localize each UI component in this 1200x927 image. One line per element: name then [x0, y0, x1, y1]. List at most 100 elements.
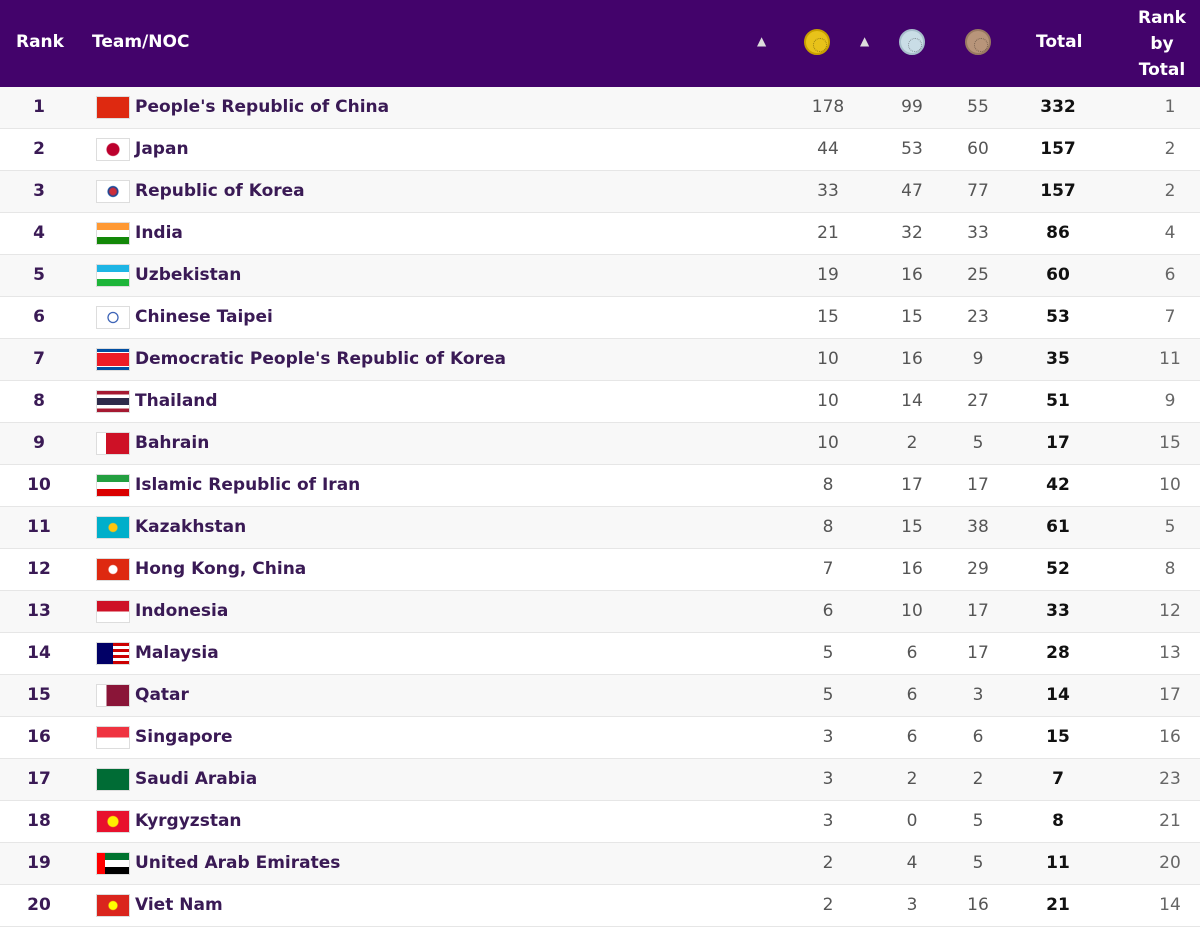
team-name[interactable]: Singapore [135, 727, 233, 747]
gold-count: 8 [822, 475, 834, 495]
bronze-count: 60 [967, 139, 989, 159]
rank-by-total: 10 [1159, 475, 1181, 495]
team-name[interactable]: Kazakhstan [135, 517, 247, 537]
flag-icon [96, 390, 130, 413]
header-team[interactable]: Team/NOC [92, 32, 190, 52]
team-name[interactable]: Chinese Taipei [135, 307, 273, 327]
table-row[interactable]: 11 Kazakhstan 8 15 38 61 5 [0, 507, 1200, 549]
team-name[interactable]: Republic of Korea [135, 181, 305, 201]
table-row[interactable]: 7 Democratic People's Republic of Korea 10… [0, 339, 1200, 381]
table-row[interactable]: 6 Chinese Taipei 15 15 23 53 7 [0, 297, 1200, 339]
sort-gold-icon[interactable]: ▲︎ [757, 34, 767, 48]
flag-icon [96, 264, 130, 287]
table-row[interactable]: 2 Japan 44 53 60 157 2 [0, 129, 1200, 171]
bronze-medal-icon[interactable] [965, 29, 991, 55]
team-name[interactable]: India [135, 223, 183, 243]
table-row[interactable]: 15 Qatar 5 6 3 14 17 [0, 675, 1200, 717]
bronze-count: 17 [967, 475, 989, 495]
rank-by-total: 17 [1159, 685, 1181, 705]
team-name[interactable]: Hong Kong, China [135, 559, 307, 579]
silver-count: 6 [906, 685, 918, 705]
total-count: 86 [1046, 223, 1070, 243]
team-name[interactable]: Uzbekistan [135, 265, 242, 285]
table-row[interactable]: 4 India 21 32 33 86 4 [0, 213, 1200, 255]
total-count: 61 [1046, 517, 1070, 537]
team-name[interactable]: United Arab Emirates [135, 853, 341, 873]
header-rank-by-total[interactable]: Rank by Total [1138, 5, 1186, 83]
total-count: 28 [1046, 643, 1070, 663]
team-name[interactable]: Kyrgyzstan [135, 811, 242, 831]
silver-medal-icon[interactable] [899, 29, 925, 55]
table-row[interactable]: 5 Uzbekistan 19 16 25 60 6 [0, 255, 1200, 297]
flag-icon [96, 432, 130, 455]
total-count: 11 [1046, 853, 1070, 873]
rank-by-total: 13 [1159, 643, 1181, 663]
silver-count: 16 [901, 265, 923, 285]
flag-icon [96, 180, 130, 203]
rank-by-total: 14 [1159, 895, 1181, 915]
gold-count: 10 [817, 433, 839, 453]
table-row[interactable]: 18 Kyrgyzstan 3 0 5 8 21 [0, 801, 1200, 843]
header-rbt-line: Rank [1138, 8, 1186, 28]
rank-cell: 19 [27, 853, 51, 873]
team-name[interactable]: Indonesia [135, 601, 229, 621]
rank-by-total: 16 [1159, 727, 1181, 747]
rank-cell: 1 [33, 97, 45, 117]
flag-icon [96, 474, 130, 497]
team-name[interactable]: Islamic Republic of Iran [135, 475, 361, 495]
rank-cell: 5 [33, 265, 45, 285]
rank-cell: 4 [33, 223, 45, 243]
gold-medal-icon[interactable] [804, 29, 830, 55]
rank-cell: 8 [33, 391, 45, 411]
silver-count: 14 [901, 391, 923, 411]
total-count: 157 [1040, 139, 1076, 159]
flag-icon [96, 558, 130, 581]
team-name[interactable]: Bahrain [135, 433, 210, 453]
rank-by-total: 7 [1164, 307, 1176, 327]
bronze-count: 9 [972, 349, 984, 369]
bronze-count: 17 [967, 643, 989, 663]
table-row[interactable]: 9 Bahrain 10 2 5 17 15 [0, 423, 1200, 465]
silver-count: 16 [901, 559, 923, 579]
team-name[interactable]: Japan [135, 139, 189, 159]
silver-count: 32 [901, 223, 923, 243]
gold-count: 44 [817, 139, 839, 159]
silver-count: 2 [906, 769, 918, 789]
table-row[interactable]: 19 United Arab Emirates 2 4 5 11 20 [0, 843, 1200, 885]
table-row[interactable]: 20 Viet Nam 2 3 16 21 14 [0, 885, 1200, 927]
rank-cell: 18 [27, 811, 51, 831]
rank-cell: 14 [27, 643, 51, 663]
team-name[interactable]: Thailand [135, 391, 218, 411]
bronze-count: 16 [967, 895, 989, 915]
total-count: 35 [1046, 349, 1070, 369]
team-name[interactable]: Saudi Arabia [135, 769, 258, 789]
rank-by-total: 4 [1164, 223, 1176, 243]
table-row[interactable]: 3 Republic of Korea 33 47 77 157 2 [0, 171, 1200, 213]
table-row[interactable]: 14 Malaysia 5 6 17 28 13 [0, 633, 1200, 675]
table-row[interactable]: 1 People's Republic of China 178 99 55 332 1 [0, 87, 1200, 129]
total-count: 8 [1052, 811, 1064, 831]
flag-icon [96, 894, 130, 917]
table-row[interactable]: 17 Saudi Arabia 3 2 2 7 23 [0, 759, 1200, 801]
team-name[interactable]: Qatar [135, 685, 189, 705]
gold-count: 10 [817, 391, 839, 411]
table-row[interactable]: 13 Indonesia 6 10 17 33 12 [0, 591, 1200, 633]
team-name[interactable]: Malaysia [135, 643, 219, 663]
team-name[interactable]: People's Republic of China [135, 97, 390, 117]
total-count: 332 [1040, 97, 1076, 117]
header-total[interactable]: Total [1036, 32, 1083, 52]
flag-icon [96, 684, 130, 707]
table-row[interactable]: 12 Hong Kong, China 7 16 29 52 8 [0, 549, 1200, 591]
table-row[interactable]: 8 Thailand 10 14 27 51 9 [0, 381, 1200, 423]
header-rank[interactable]: Rank [16, 32, 64, 52]
table-row[interactable]: 16 Singapore 3 6 6 15 16 [0, 717, 1200, 759]
flag-icon [96, 222, 130, 245]
flag-icon [96, 768, 130, 791]
table-row[interactable]: 10 Islamic Republic of Iran 8 17 17 42 10 [0, 465, 1200, 507]
team-name[interactable]: Viet Nam [135, 895, 223, 915]
rank-cell: 15 [27, 685, 51, 705]
sort-silver-icon[interactable]: ▲︎ [860, 34, 870, 48]
rank-cell: 7 [33, 349, 45, 369]
rank-by-total: 20 [1159, 853, 1181, 873]
team-name[interactable]: Democratic People's Republic of Korea [135, 349, 506, 369]
